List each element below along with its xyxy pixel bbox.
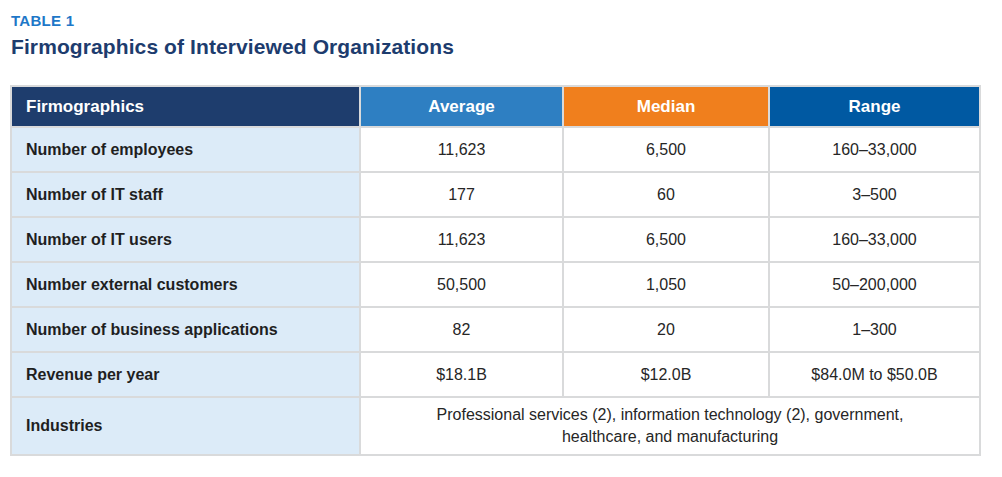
table-number-label: TABLE 1 (11, 12, 992, 29)
row-label: Revenue per year (11, 352, 360, 397)
cell-average: 50,500 (360, 262, 563, 307)
cell-median: $12.0B (563, 352, 769, 397)
row-label: Number of IT users (11, 217, 360, 262)
cell-industries: Professional services (2), information t… (360, 397, 980, 455)
table-row-employees: Number of employees 11,623 6,500 160–33,… (11, 127, 980, 172)
cell-median: 20 (563, 307, 769, 352)
cell-range: 50–200,000 (769, 262, 980, 307)
cell-average: $18.1B (360, 352, 563, 397)
row-label: Number of business applications (11, 307, 360, 352)
column-header-average: Average (360, 86, 563, 127)
table-row-business-applications: Number of business applications 82 20 1–… (11, 307, 980, 352)
cell-range: $84.0M to $50.0B (769, 352, 980, 397)
table-row-external-customers: Number external customers 50,500 1,050 5… (11, 262, 980, 307)
table-title: Firmographics of Interviewed Organizatio… (11, 35, 992, 59)
document-page: TABLE 1 Firmographics of Interviewed Org… (0, 0, 1002, 477)
cell-range: 160–33,000 (769, 217, 980, 262)
table-row-it-staff: Number of IT staff 177 60 3–500 (11, 172, 980, 217)
cell-range: 1–300 (769, 307, 980, 352)
row-label: Number of IT staff (11, 172, 360, 217)
cell-median: 60 (563, 172, 769, 217)
cell-range: 3–500 (769, 172, 980, 217)
row-label: Industries (11, 397, 360, 455)
column-header-firmographics: Firmographics (11, 86, 360, 127)
cell-median: 6,500 (563, 217, 769, 262)
cell-average: 11,623 (360, 217, 563, 262)
column-header-range: Range (769, 86, 980, 127)
table-row-industries: Industries Professional services (2), in… (11, 397, 980, 455)
cell-average: 177 (360, 172, 563, 217)
table-header-row: Firmographics Average Median Range (11, 86, 980, 127)
cell-median: 1,050 (563, 262, 769, 307)
firmographics-table: Firmographics Average Median Range Numbe… (10, 85, 981, 456)
industries-value: Professional services (2), information t… (420, 404, 920, 447)
cell-average: 82 (360, 307, 563, 352)
row-label: Number external customers (11, 262, 360, 307)
cell-median: 6,500 (563, 127, 769, 172)
cell-range: 160–33,000 (769, 127, 980, 172)
row-label: Number of employees (11, 127, 360, 172)
table-row-it-users: Number of IT users 11,623 6,500 160–33,0… (11, 217, 980, 262)
table-row-revenue: Revenue per year $18.1B $12.0B $84.0M to… (11, 352, 980, 397)
cell-average: 11,623 (360, 127, 563, 172)
column-header-median: Median (563, 86, 769, 127)
